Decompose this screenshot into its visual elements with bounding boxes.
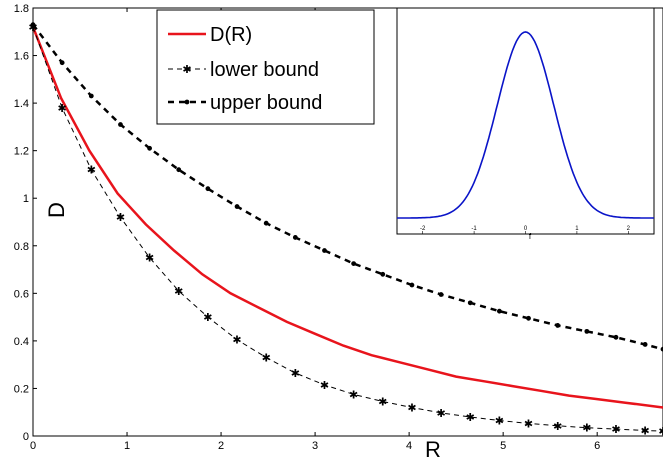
y-tick-label: 0.2 — [14, 383, 29, 395]
x-tick-label: 1 — [124, 440, 130, 452]
upper-bound-marker — [380, 271, 386, 277]
inset-x-tick-label: -2 — [420, 226, 426, 232]
lower-bound-marker: ✱ — [232, 335, 241, 347]
lower-bound-marker: ✱ — [58, 103, 67, 115]
legend-label-d-r: D(R) — [210, 24, 252, 46]
lower-bound-marker: ✱ — [524, 418, 533, 430]
upper-bound-marker — [467, 300, 473, 306]
lower-bound-marker: ✱ — [349, 389, 358, 401]
lower-bound-marker: ✱ — [291, 368, 300, 380]
lower-bound-marker: ✱ — [495, 416, 504, 428]
y-tick-label: 1 — [23, 193, 29, 205]
y-tick-label: 1.2 — [14, 146, 29, 158]
upper-bound-marker — [292, 235, 298, 240]
y-tick-label: 0.6 — [14, 288, 29, 300]
upper-bound-marker — [584, 328, 590, 334]
lower-bound-marker: ✱ — [611, 424, 620, 436]
upper-bound-marker — [660, 346, 663, 352]
x-tick-label: 0 — [30, 440, 36, 452]
x-tick-label: 2 — [218, 440, 224, 452]
upper-bound-marker — [234, 204, 240, 209]
inset-plot: -2 -1 0 1 2 f — [396, 7, 655, 241]
upper-bound-marker — [555, 323, 561, 328]
y-tick-label: 0 — [23, 431, 29, 443]
upper-bound-marker — [88, 93, 94, 99]
series-line-lower-bound — [32, 26, 663, 432]
upper-bound-marker — [30, 22, 36, 28]
lower-bound-marker: ✱ — [582, 423, 591, 435]
inset-x-axis-label: f — [529, 232, 532, 241]
upper-bound-marker — [496, 308, 502, 314]
legend-box — [156, 9, 375, 125]
y-tick-label: 1.4 — [14, 98, 29, 110]
lower-bound-marker: ✱ — [378, 397, 387, 409]
inset-x-tick-label: -1 — [471, 226, 477, 232]
upper-bound-marker — [322, 248, 327, 253]
x-tick-label: 6 — [594, 440, 600, 452]
x-tick-label: 5 — [500, 440, 506, 452]
inset-x-tick-label: 0 — [524, 226, 528, 232]
series-line-d-r — [31, 26, 663, 409]
lower-bound-marker: ✱ — [262, 353, 271, 365]
lower-bound-marker: ✱ — [407, 402, 416, 414]
y-axis-label: D — [44, 202, 69, 218]
lower-bound-marker: ✱ — [658, 426, 663, 438]
inset-x-tick-label: 1 — [575, 226, 579, 232]
lower-bound-marker: ✱ — [320, 380, 329, 392]
upper-bound-marker — [176, 167, 182, 173]
lower-bound-marker: ✱ — [28, 22, 37, 34]
x-axis-label: R — [425, 437, 441, 462]
lower-bound-marker: ✱ — [203, 312, 212, 324]
lower-bound-marker: ✱ — [436, 408, 445, 420]
upper-bound-marker — [409, 282, 415, 288]
legend-label-upper-bound: upper bound — [210, 92, 322, 114]
upper-bound-marker — [205, 186, 211, 192]
upper-bound-marker — [59, 60, 65, 66]
lower-bound-marker: ✱ — [641, 426, 650, 438]
y-tick-label: 0.8 — [14, 241, 29, 253]
upper-bound-marker — [526, 315, 531, 321]
y-tick-label: 1.8 — [14, 3, 29, 15]
upper-bound-marker — [147, 145, 152, 151]
main-plot-frame — [32, 7, 663, 437]
x-tick-label: 3 — [312, 440, 318, 452]
legend: D(R) ✱ lower bound upper bound — [156, 9, 375, 125]
lower-bound-marker: ✱ — [87, 165, 96, 177]
legend-marker-lower-bound: ✱ — [182, 64, 191, 76]
upper-bound-marker — [613, 334, 619, 340]
inset-gaussian-curve — [397, 31, 654, 219]
lower-bound-marker: ✱ — [466, 412, 475, 424]
lower-bound-marker: ✱ — [553, 421, 562, 433]
upper-bound-marker — [118, 122, 123, 127]
y-tick-label: 0.4 — [14, 336, 29, 348]
upper-bound-marker — [642, 342, 648, 347]
legend-marker-upper-bound — [184, 99, 190, 105]
upper-bound-marker — [351, 261, 357, 267]
upper-bound-marker — [263, 220, 269, 226]
inset-frame — [396, 7, 655, 235]
legend-label-lower-bound: lower bound — [210, 59, 319, 81]
series-line-upper-bound — [32, 23, 663, 351]
lower-bound-marker: ✱ — [116, 212, 125, 224]
y-tick-label: 1.6 — [14, 51, 29, 63]
upper-bound-marker — [438, 292, 444, 297]
lower-bound-marker: ✱ — [145, 253, 154, 265]
inset-x-tick-label: 2 — [627, 226, 631, 232]
lower-bound-marker: ✱ — [174, 286, 183, 298]
x-tick-label: 4 — [406, 440, 412, 452]
